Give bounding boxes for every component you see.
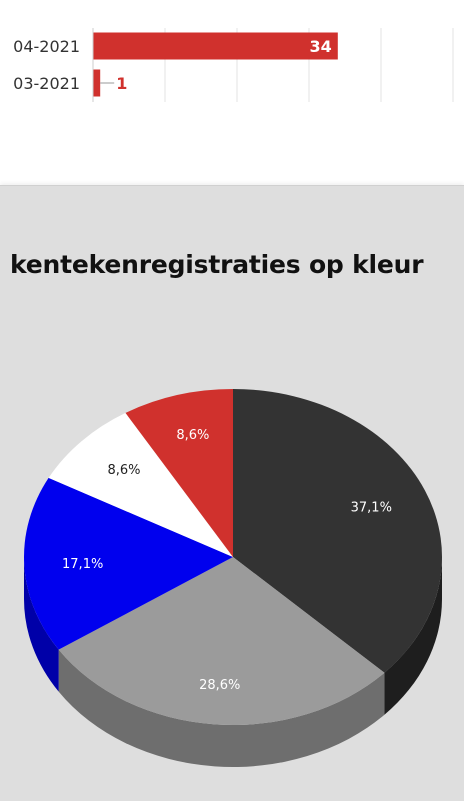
- pie-slice: [58, 557, 385, 725]
- pie-chart-card: kentekenregistraties op kleur 37,1% 28,6%…: [0, 185, 464, 801]
- pie-slices: [24, 389, 442, 725]
- pie-slice: [48, 412, 233, 557]
- pie-chart-title: kentekenregistraties op kleur: [10, 250, 424, 279]
- pie-slice-label: 28,6%: [199, 678, 240, 693]
- pie-slice: [125, 389, 233, 557]
- bar-category-label: 03-2021: [13, 74, 80, 93]
- pie-side-walls: [23, 557, 442, 767]
- bar-chart-svg: 04-2021 34 03-2021 1: [13, 28, 454, 102]
- pie-slice: [24, 477, 233, 650]
- bar-chart: 04-2021 34 03-2021 1: [0, 0, 464, 185]
- pie-labels: 37,1% 28,6% 17,1% 8,6% 8,6%: [62, 428, 392, 693]
- bar: [93, 32, 338, 60]
- pie-chart-svg: 37,1% 28,6% 17,1% 8,6% 8,6%: [23, 389, 442, 767]
- pie-slice-side: [58, 649, 385, 767]
- pie-slice-label: 17,1%: [62, 557, 103, 572]
- bar-category-label: 04-2021: [13, 37, 80, 56]
- pie-slice-label: 8,6%: [176, 428, 209, 443]
- pie-slice-label: 37,1%: [351, 501, 392, 516]
- pie-slice-label: 8,6%: [107, 463, 140, 478]
- bar: [93, 69, 101, 97]
- bar-data-label: 34: [310, 37, 332, 56]
- pie-slice-side: [384, 557, 442, 715]
- pie-slice-side: [23, 557, 59, 692]
- pie-slice: [233, 389, 442, 673]
- bar-data-label: 1: [116, 74, 127, 93]
